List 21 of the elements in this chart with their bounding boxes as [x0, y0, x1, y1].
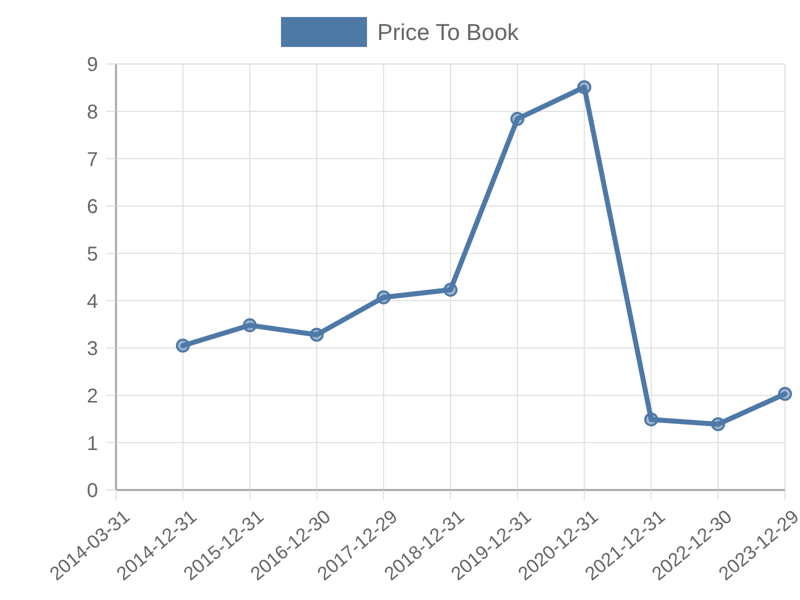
- point: [444, 282, 458, 297]
- legend-label: Price To Book: [377, 18, 519, 47]
- point: [577, 80, 592, 94]
- y-tick-label: 4: [86, 290, 98, 313]
- point: [510, 112, 524, 126]
- y-tick-label: 0: [86, 480, 98, 502]
- point: [376, 290, 391, 304]
- point: [644, 412, 658, 426]
- y-tick-label: 1: [86, 432, 98, 455]
- y-tick-label: 2: [86, 385, 98, 408]
- point: [310, 328, 324, 342]
- point: [778, 386, 792, 401]
- y-tick-label: 3: [86, 338, 98, 360]
- y-tick-label: 9: [86, 54, 98, 76]
- y-tick-label: 7: [86, 148, 98, 171]
- point: [176, 338, 190, 353]
- y-tick-label: 5: [86, 243, 98, 266]
- point: [711, 417, 726, 432]
- y-tick-label: 6: [86, 196, 98, 218]
- point: [242, 318, 257, 332]
- y-tick-label: 8: [86, 101, 98, 124]
